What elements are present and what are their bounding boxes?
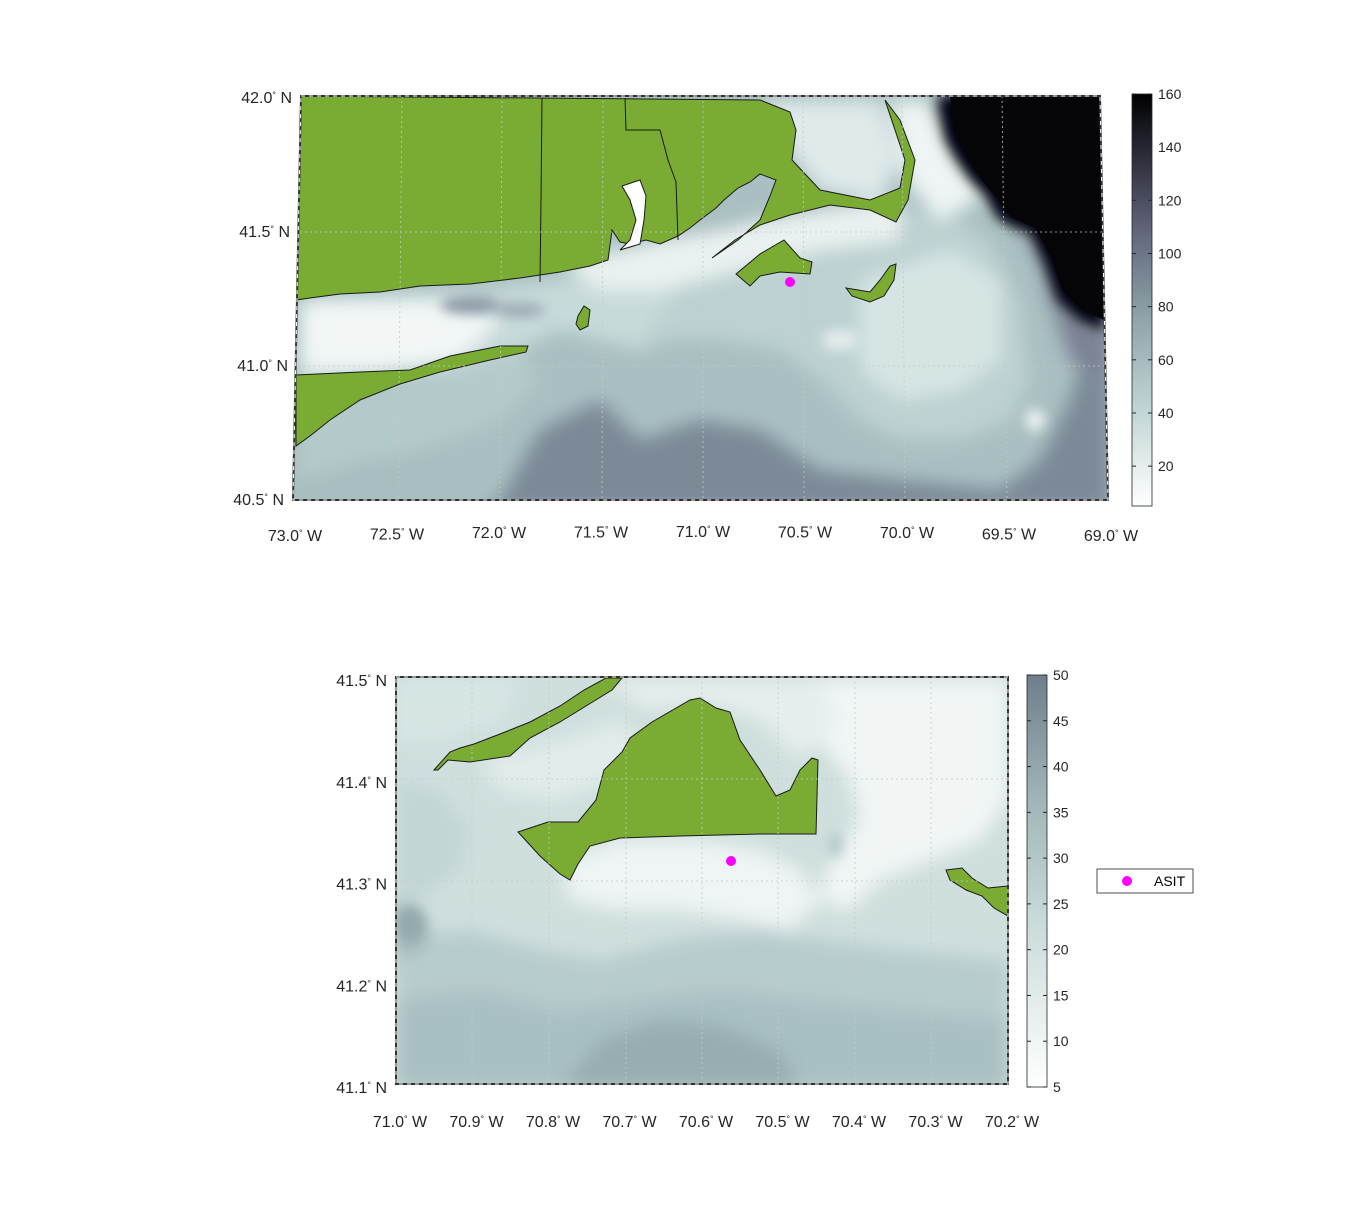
legend-marker [1122,876,1132,886]
colorbar-tick-label: 140 [1158,139,1182,155]
regional-x-tick-labels: 73.0° W 72.5° W 72.0° W 71.5° W 71.0° W 70.5°… [268,524,1139,545]
x-tick-label: 70.4° W [832,1114,887,1131]
x-tick-label: 71.0° W [373,1114,428,1131]
colorbar-tick-label: 80 [1158,299,1174,315]
colorbar-tick-label: 100 [1158,245,1182,261]
legend: ASIT [1096,868,1194,894]
y-tick-label: 41.5° N [336,673,387,690]
asit-marker-local [726,856,736,866]
colorbar-tick-label: 15 [1053,987,1069,1003]
colorbar-tick-label: 120 [1158,192,1182,208]
colorbar-tick-label: 40 [1158,405,1174,421]
x-tick-label: 72.5° W [370,526,425,543]
regional-land [295,96,916,447]
legend-label-asit: ASIT [1154,873,1186,889]
local-colorbar: 50 45 40 35 30 25 20 15 10 5 [1026,667,1069,1095]
local-x-tick-labels: 71.0° W 70.9° W 70.8° W 70.7° W 70.6° W 70.5°… [373,1114,1040,1131]
regional-graticule [298,95,1106,501]
x-tick-label: 70.0° W [880,525,935,542]
colorbar-tick-label: 35 [1053,804,1069,820]
regional-depth-field [293,96,1108,500]
local-y-tick-labels: 41.5° N 41.4° N 41.3° N 41.2° N 41.1° N [336,673,387,1097]
y-tick-label: 41.1° N [336,1080,387,1097]
colorbar-tick-label: 45 [1053,713,1069,729]
local-bathymetry-map: 71.0° W 70.9° W 70.8° W 70.7° W 70.6° W 70.5°… [336,667,1194,1131]
colorbar-tick-label: 30 [1053,850,1069,866]
local-depth-field [396,677,1008,1084]
colorbar-tick-label: 25 [1053,896,1069,912]
x-tick-label: 71.0° W [676,524,731,541]
colorbar-tick-label: 10 [1053,1033,1069,1049]
y-tick-label: 41.2° N [336,978,387,995]
regional-bathymetry-map: 73.0° W 72.5° W 72.0° W 71.5° W 71.0° W 70.5°… [233,86,1181,545]
x-tick-label: 70.3° W [908,1114,963,1131]
y-tick-label: 40.5° N [233,492,284,509]
regional-y-tick-labels: 42.0° N 41.5° N 41.0° N 40.5° N [233,90,292,509]
x-tick-label: 72.0° W [472,525,527,542]
asit-marker-regional [785,277,795,287]
colorbar-tick-label: 20 [1053,942,1069,958]
y-tick-label: 41.3° N [336,877,387,894]
x-tick-label: 70.8° W [526,1114,581,1131]
x-tick-label: 70.9° W [449,1114,504,1131]
y-tick-label: 41.0° N [237,358,288,375]
y-tick-label: 41.4° N [336,775,387,792]
regional-colorbar: 160 140 120 100 80 60 40 20 [1131,86,1182,507]
colorbar-tick-label: 60 [1158,352,1174,368]
y-tick-label: 42.0° N [241,90,292,107]
x-tick-label: 73.0° W [268,528,323,545]
local-graticule [396,677,1008,1084]
x-tick-label: 69.0° W [1084,528,1139,545]
colorbar-tick-label: 50 [1053,667,1069,683]
local-land [432,677,1008,917]
colorbar-tick-label: 160 [1158,86,1182,102]
x-tick-label: 70.7° W [602,1114,657,1131]
x-tick-label: 70.6° W [679,1114,734,1131]
x-tick-label: 71.5° W [574,524,629,541]
colorbar-tick-label: 20 [1158,458,1174,474]
y-tick-label: 41.5° N [239,224,290,241]
x-tick-label: 70.5° W [778,524,833,541]
x-tick-label: 70.5° W [755,1114,810,1131]
x-tick-label: 70.2° W [985,1114,1040,1131]
colorbar-tick-label: 40 [1053,759,1069,775]
x-tick-label: 69.5° W [982,526,1037,543]
colorbar-tick-label: 5 [1053,1079,1061,1095]
